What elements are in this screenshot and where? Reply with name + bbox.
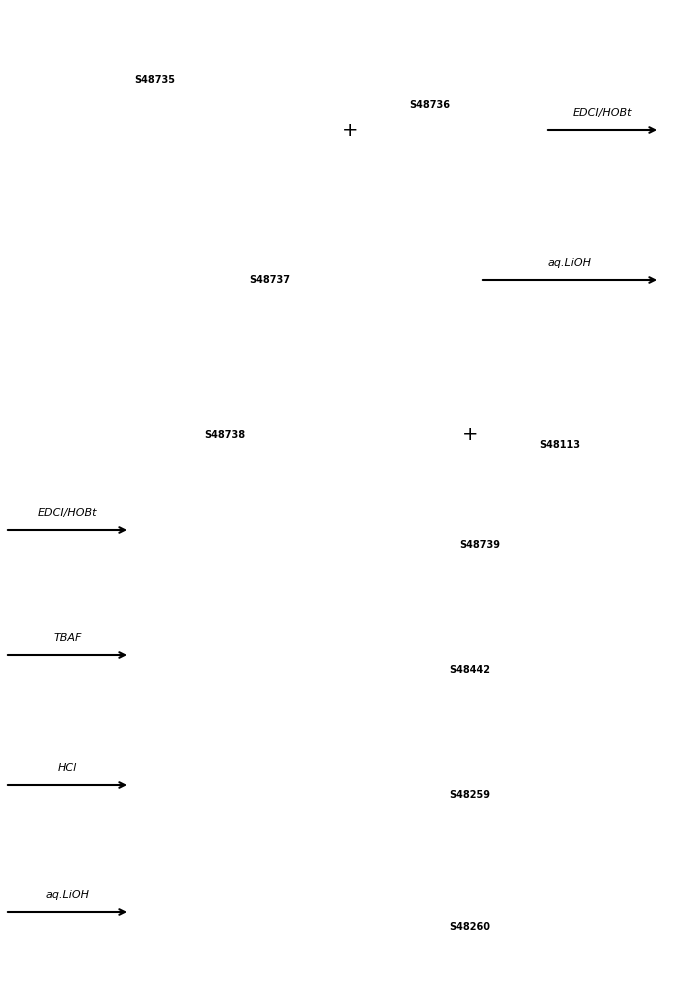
- Text: S48113: S48113: [539, 440, 580, 450]
- Text: aq.LiOH: aq.LiOH: [45, 890, 90, 900]
- Text: S48737: S48737: [250, 275, 290, 285]
- Text: aq.LiOH: aq.LiOH: [548, 258, 592, 268]
- Text: S48739: S48739: [460, 540, 500, 550]
- Text: S48736: S48736: [410, 100, 450, 110]
- Text: S48442: S48442: [450, 665, 491, 675]
- Text: +: +: [342, 120, 358, 139]
- Text: +: +: [462, 426, 479, 444]
- Text: S48735: S48735: [134, 75, 176, 85]
- Text: EDCI/HOBt: EDCI/HOBt: [573, 108, 632, 118]
- Text: S48259: S48259: [450, 790, 491, 800]
- Text: S48738: S48738: [205, 430, 246, 440]
- Text: EDCI/HOBt: EDCI/HOBt: [38, 508, 97, 518]
- Text: HCl: HCl: [58, 763, 77, 773]
- Text: S48260: S48260: [450, 922, 491, 932]
- Text: TBAF: TBAF: [53, 633, 82, 643]
